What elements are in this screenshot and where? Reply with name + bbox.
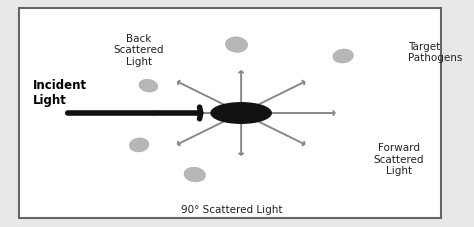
FancyBboxPatch shape <box>18 9 440 218</box>
Text: Forward
Scattered
Light: Forward Scattered Light <box>374 142 424 175</box>
Text: Back
Scattered
Light: Back Scattered Light <box>114 33 164 67</box>
Text: Target
Pathogens: Target Pathogens <box>408 42 463 63</box>
Text: 90° Scattered Light: 90° Scattered Light <box>181 204 283 214</box>
Ellipse shape <box>129 138 149 152</box>
Ellipse shape <box>225 38 247 53</box>
Ellipse shape <box>139 80 158 93</box>
Ellipse shape <box>211 103 271 124</box>
Ellipse shape <box>184 168 206 182</box>
Text: Incident
Light: Incident Light <box>32 79 87 107</box>
Ellipse shape <box>333 50 354 64</box>
